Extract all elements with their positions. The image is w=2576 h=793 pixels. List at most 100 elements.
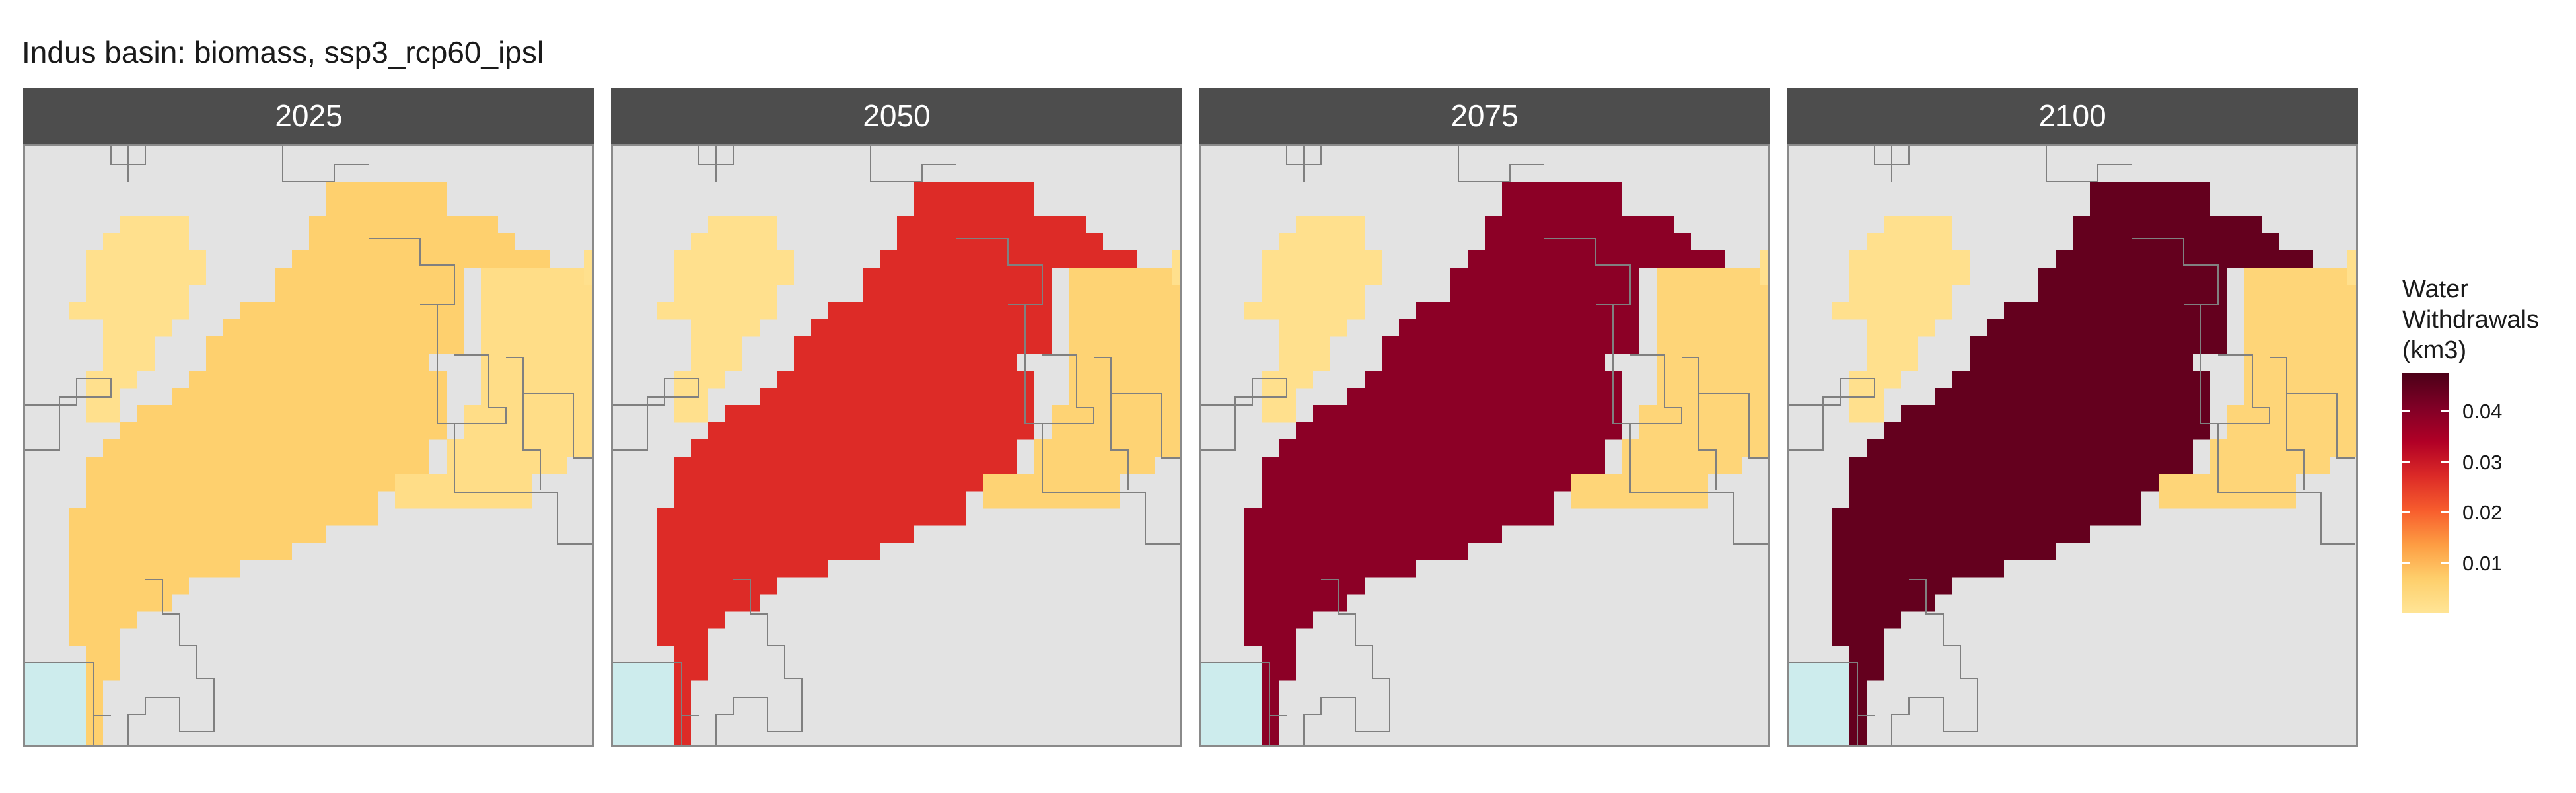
region-cell-northeast [1571,474,1708,492]
region-boundary [956,238,1094,424]
region-cell-northwest [120,216,189,234]
region-cell-core [1244,560,1416,578]
region-cell-core [1279,439,1605,457]
region-cell-northwest [1279,233,1365,251]
region-cell-northwest [691,354,742,371]
region-cell-core [1901,405,2210,423]
region-cell-core [69,594,172,612]
region-boundary [2132,238,2270,424]
region-cell-core [86,457,429,474]
region-cell-northwest [86,285,189,303]
region-cell-core [1502,199,1622,217]
region-cell-northeast [1069,336,1180,354]
region-cell-northwest [86,405,120,423]
region-boundary [1789,662,1875,745]
facet-panel-2050: 2050 [611,88,1182,747]
region-cell-northwest [1849,250,1970,268]
region-boundary [613,662,699,745]
region-cell-core [1832,611,1901,629]
region-cell-northwest [708,216,777,234]
region-cell-northeast [481,336,592,354]
region-cell-core [1849,663,1884,681]
region-cell-northwest [103,319,172,337]
legend-tick-label: 0.04 [2462,400,2503,424]
region-cell-northwest [1262,268,1382,285]
region-cell-northwest [1262,405,1296,423]
region-cell-core [2090,199,2210,217]
region-boundary [1286,146,1544,182]
region-cell-core [1832,560,2004,578]
region-cell-core [1399,319,1639,337]
legend-tick-mark [2441,461,2449,463]
region-cell-core [69,508,378,526]
region-cell-northeast [2227,422,2356,440]
region-cell-core [1935,388,2210,406]
region-cell-core [657,508,966,526]
basin-map [611,144,1182,747]
region-cell-northeast [1622,457,1742,474]
region-boundary [1094,357,1180,490]
region-cell-northeast [1069,268,1172,285]
region-cell-core [1952,371,2210,389]
region-cell-core [275,285,464,303]
region-cell-northwest [657,302,777,320]
region-cell-northeast [481,371,592,389]
region-cell-northwest [674,285,777,303]
region-cell-northwest [691,319,760,337]
legend-tick-mark [2402,410,2410,412]
sea-area [1789,663,1857,745]
region-cell-northeast [1034,439,1180,457]
region-cell-core [1867,439,2193,457]
region-cell-northwest [1279,354,1330,371]
region-boundary [1596,304,1768,545]
region-cell-core [1832,577,1952,595]
region-cell-core [897,233,1103,251]
region-cell-core [1832,628,1884,646]
region-cell-core [206,336,464,354]
region-cell-core [794,354,1017,371]
region-boundary [1789,378,1875,451]
basin-map-canvas [1789,146,2356,745]
region-boundary [1303,579,1390,745]
region-cell-core [86,491,378,509]
region-cell-northeast [1069,371,1180,389]
region-cell-northeast [983,474,1120,492]
facet-panel-2075: 2075 [1199,88,1770,747]
region-boundary [2270,357,2355,490]
region-cell-northeast [2227,405,2356,423]
region-cell-core [1832,508,2141,526]
region-cell-core [1382,336,1639,354]
region-cell-core [309,216,498,234]
region-cell-northwest [1867,319,1935,337]
region-cell-northwest [1832,302,1952,320]
facet-strip-label: 2025 [23,88,594,144]
region-cell-core [103,439,429,457]
region-cell-northeast [481,354,592,371]
region-cell-northwest [103,354,155,371]
region-cell-northwest [1867,233,1952,251]
sea-area [25,663,94,745]
region-cell-core [657,543,880,560]
region-cell-east [1760,268,1768,285]
region-cell-northwest [1849,405,1884,423]
legend-title-line: Withdrawals [2402,306,2539,334]
region-cell-core [86,646,120,663]
region-cell-core [1262,646,1296,663]
region-cell-core [1849,646,1884,663]
region-cell-northwest [674,250,794,268]
region-cell-northeast [481,319,592,337]
region-cell-core [275,268,464,285]
region-cell-core [172,388,447,406]
basin-map-canvas [1201,146,1768,745]
region-cell-core [1832,525,2090,543]
region-cell-core [674,646,708,663]
region-cell-northwest [1849,285,1952,303]
region-cell-northwest [1244,302,1365,320]
region-cell-core [69,611,137,629]
region-boundary [1891,579,1978,745]
region-cell-northeast [447,457,567,474]
region-cell-core [326,199,447,217]
facet-strip-label: 2050 [611,88,1182,144]
region-cell-core [1884,422,2210,440]
region-cell-northwest [86,250,206,268]
